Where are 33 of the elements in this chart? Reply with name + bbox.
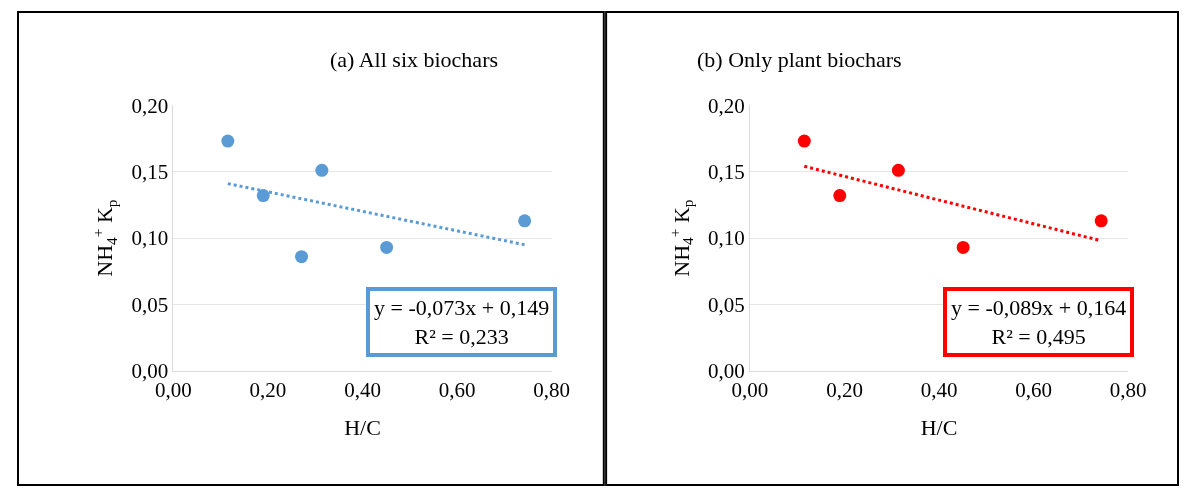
y-tick-label: 0,20	[131, 93, 169, 118]
point	[1094, 214, 1108, 228]
y-tick-label: 0,05	[708, 292, 745, 317]
point	[891, 163, 905, 177]
x-axis-title: H/C	[920, 415, 958, 441]
annotation: y = -0,073x + 0,149 R² = 0,233	[374, 295, 550, 349]
x-tick-label: 0,40	[920, 378, 958, 403]
point	[797, 134, 811, 148]
y-tick-label: 0,15	[131, 159, 169, 184]
chart-title: (b) Only plant biochars	[697, 47, 902, 72]
x-tick-label: 0,80	[533, 378, 570, 403]
y-tick-label: 0,10	[131, 226, 169, 251]
point	[256, 189, 270, 203]
point	[518, 214, 532, 228]
annotation: y = -0,089x + 0,164 R² = 0,495	[951, 295, 1127, 349]
y-tick-label: 0,20	[708, 93, 745, 118]
point	[315, 163, 329, 177]
point	[221, 134, 235, 148]
x-tick-label: 0,40	[344, 378, 381, 403]
x-tick-label: 0,60	[438, 378, 476, 403]
x-tick-label: 0,20	[826, 378, 863, 403]
chart-title: (a) All six biochars	[330, 47, 499, 72]
x-axis-title: H/C	[344, 415, 381, 441]
point	[956, 240, 970, 254]
y-tick-label: 0,15	[708, 159, 745, 184]
x-tick-label: 0,60	[1015, 378, 1052, 403]
point	[380, 240, 394, 254]
x-tick-label: 0,20	[249, 378, 287, 403]
x-tick-label: 0,80	[1109, 378, 1147, 403]
point	[295, 250, 309, 264]
y-tick-label: 0,05	[131, 292, 169, 317]
y-tick-label: 0,10	[708, 226, 745, 251]
point	[833, 189, 847, 203]
